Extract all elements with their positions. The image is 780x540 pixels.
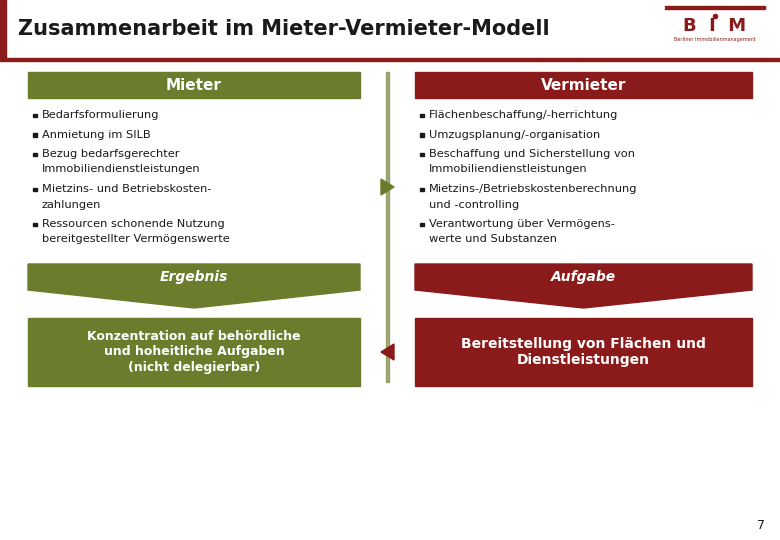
Polygon shape [28,264,360,308]
Text: Mietzins- und Betriebskosten-: Mietzins- und Betriebskosten- [42,184,211,194]
Bar [33,152,37,156]
Text: Immobiliendienstleistungen: Immobiliendienstleistungen [429,165,587,174]
Text: Immobiliendienstleistungen: Immobiliendienstleistungen [42,165,200,174]
Bar [420,187,424,191]
Bar [33,222,37,226]
Polygon shape [415,264,752,308]
Polygon shape [381,344,394,360]
Bar [28,318,360,386]
Bar [665,6,765,9]
Text: Mieter: Mieter [166,78,222,92]
Bar [420,152,424,156]
Text: Verantwortung über Vermögens-: Verantwortung über Vermögens- [429,219,615,229]
Text: bereitgestellter Vermögenswerte: bereitgestellter Vermögenswerte [42,234,230,245]
Text: Bezug bedarfsgerechter: Bezug bedarfsgerechter [42,149,179,159]
Text: Anmietung im SILB: Anmietung im SILB [42,130,151,139]
Bar [386,72,389,382]
Text: Berliner Immobilienmanagement: Berliner Immobilienmanagement [674,37,756,43]
Text: Bedarfsformulierung: Bedarfsformulierung [42,110,159,120]
Text: Ergebnis: Ergebnis [160,270,229,284]
Text: Flächenbeschaffung/-herrichtung: Flächenbeschaffung/-herrichtung [429,110,619,120]
Bar [415,72,752,98]
Bar [420,222,424,226]
Text: und -controlling: und -controlling [429,199,519,210]
Text: Aufgabe: Aufgabe [551,270,616,284]
Text: Ressourcen schonende Nutzung: Ressourcen schonende Nutzung [42,219,225,229]
Bar [415,318,752,386]
Text: Vermieter: Vermieter [541,78,626,92]
Bar [0,58,780,60]
Text: B  I  M: B I M [683,17,746,35]
Text: Umzugsplanung/-organisation: Umzugsplanung/-organisation [429,130,601,139]
Text: Beschaffung und Sicherstellung von: Beschaffung und Sicherstellung von [429,149,635,159]
Text: Mietzins-/Betriebskostenberechnung: Mietzins-/Betriebskostenberechnung [429,184,637,194]
Text: Konzentration auf behördliche
und hoheitliche Aufgaben
(nicht delegierbar): Konzentration auf behördliche und hoheit… [87,330,301,374]
Bar [28,72,360,98]
Text: werte und Substanzen: werte und Substanzen [429,234,557,245]
Polygon shape [381,179,394,195]
Bar [420,113,424,117]
Bar [0,0,6,58]
Text: zahlungen: zahlungen [42,199,101,210]
Text: Zusammenarbeit im Mieter-Vermieter-Modell: Zusammenarbeit im Mieter-Vermieter-Model… [18,19,550,39]
Bar [33,113,37,117]
Bar [33,187,37,191]
Bar [33,133,37,137]
Text: Bereitstellung von Flächen und
Dienstleistungen: Bereitstellung von Flächen und Dienstlei… [461,337,706,367]
Text: 7: 7 [757,519,765,532]
Bar [420,133,424,137]
